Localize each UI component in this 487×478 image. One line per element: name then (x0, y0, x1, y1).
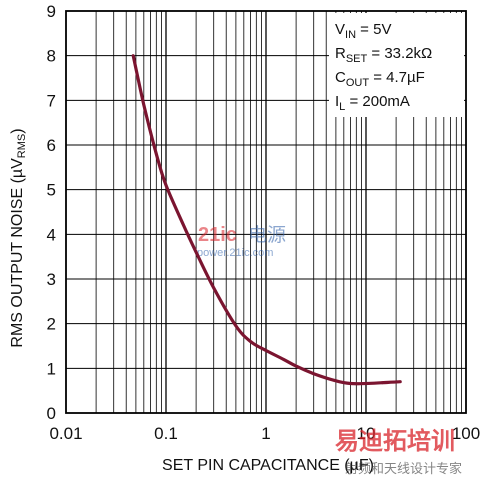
condition-line: IL = 200mA (335, 93, 410, 113)
y-tick-label: 2 (47, 315, 56, 334)
watermark-cn: 电源 (248, 224, 286, 246)
y-tick-label: 5 (47, 181, 56, 200)
series-line (131, 54, 402, 386)
condition-line: RSET = 33.2kΩ (335, 45, 432, 65)
conditions-box: VIN = 5V RSET = 33.2kΩ COUT = 4.7µF IL = 20… (329, 13, 464, 117)
footer-tagline: 射频和天线设计专家 (345, 461, 462, 476)
footer-brand: 易迪拓培训 (335, 427, 455, 455)
y-tick-label: 8 (47, 47, 56, 66)
watermark-brand: 21ic (198, 224, 237, 246)
watermark-url: power.21ic.com (197, 247, 273, 259)
y-tick-label: 6 (47, 136, 56, 155)
y-tick-label: 3 (47, 270, 56, 289)
y-tick-label: 7 (47, 91, 56, 110)
x-axis-title: SET PIN CAPACITANCE (µF) (162, 457, 374, 474)
y-tick-label: 1 (47, 359, 56, 378)
y-axis-title-sub: RMS (16, 134, 28, 158)
x-tick-label: 0.01 (49, 424, 82, 443)
conditions-background (329, 13, 464, 117)
watermark-logo: 21ic 电源 power.21ic.com (197, 224, 286, 259)
y-axis-title-close: ) (9, 128, 26, 133)
y-axis-title: RMS OUTPUT NOISE (µVRMS) (9, 128, 28, 347)
plot-frame (65, 10, 467, 414)
x-tick-label: 0.1 (154, 424, 178, 443)
condition-line: COUT = 4.7µF (335, 69, 425, 89)
y-axis-tick-labels: 0 1 2 3 4 5 6 7 8 9 (47, 2, 56, 423)
y-tick-label: 9 (47, 2, 56, 21)
x-axis-tick-labels: 0.01 0.1 1 10 100 (49, 424, 480, 443)
y-tick-label: 4 (47, 225, 56, 244)
y-axis-title-main: RMS OUTPUT NOISE (µV (9, 158, 26, 348)
footer-watermark: 易迪拓培训 射频和天线设计专家 (335, 427, 462, 476)
grid (66, 11, 466, 413)
y-tick-label: 0 (47, 404, 56, 423)
x-tick-label: 100 (452, 424, 480, 443)
x-tick-label: 1 (261, 424, 270, 443)
condition-line: VIN = 5V (335, 21, 391, 41)
x-tick-label: 10 (357, 424, 376, 443)
